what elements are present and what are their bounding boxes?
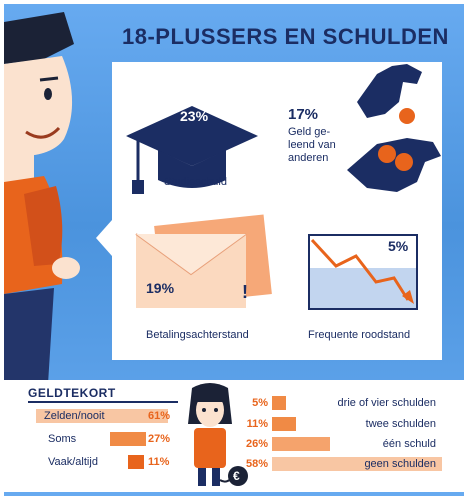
schulden-percent: 5% (252, 397, 268, 409)
schulden-label: geen schulden (364, 458, 436, 470)
schulden-label: twee schulden (365, 418, 436, 430)
character-illustration (4, 12, 80, 384)
graduation-cap-icon (126, 106, 258, 194)
geleend-label-line-2: leend van (288, 139, 336, 151)
studieschuld-label: Studieschuld (164, 176, 227, 188)
studieschuld-percent: 23% (180, 108, 209, 124)
stats-panel: 23% Studieschuld 17% Geld ge- leend van … (112, 62, 442, 360)
schulden-percent: 26% (245, 438, 268, 450)
geleend-label-line-3: anderen (288, 152, 329, 164)
betaling-percent: 19% (146, 280, 175, 296)
roodstand-percent: 5% (388, 238, 409, 254)
geldtekort-label: Zelden/nooit (44, 410, 105, 422)
hands-coins-icon (347, 64, 441, 192)
geldtekort-title: GELDTEKORT (28, 386, 116, 400)
geldtekort-percent: 11% (148, 456, 170, 468)
envelopes-icon (135, 214, 272, 308)
girl-illustration (188, 383, 248, 486)
schulden-bar (272, 437, 330, 451)
geldtekort-bar (110, 432, 146, 446)
geldtekort-label: Vaak/altijd (48, 456, 98, 468)
schulden-bar (272, 396, 286, 410)
geldtekort-percent: 27% (148, 433, 171, 445)
declining-graph-icon (308, 234, 418, 310)
schulden-label: drie of vier schulden (337, 397, 436, 409)
page-title: 18-PLUSSERS EN SCHULDEN (122, 24, 449, 49)
schulden-bar (272, 417, 296, 431)
euro-symbol: € (233, 469, 240, 483)
geleend-label-line-1: Geld ge- (288, 126, 331, 138)
geldtekort-underline (28, 401, 178, 403)
schulden-percent: 58% (245, 458, 268, 470)
speech-pointer (96, 220, 112, 256)
geleend-percent: 17% (288, 106, 319, 123)
schulden-percent: 11% (246, 418, 268, 430)
betaling-exclaim: ! (242, 282, 248, 302)
geldtekort-percent: 61% (148, 410, 171, 422)
schulden-label: één schuld (382, 438, 436, 450)
betaling-label: Betalingsachterstand (146, 329, 249, 341)
geldtekort-label: Soms (48, 433, 77, 445)
geldtekort-bar (128, 455, 144, 469)
schulden-bar (272, 457, 442, 471)
roodstand-label: Frequente roodstand (308, 329, 411, 341)
geldtekort-bar (36, 409, 168, 423)
